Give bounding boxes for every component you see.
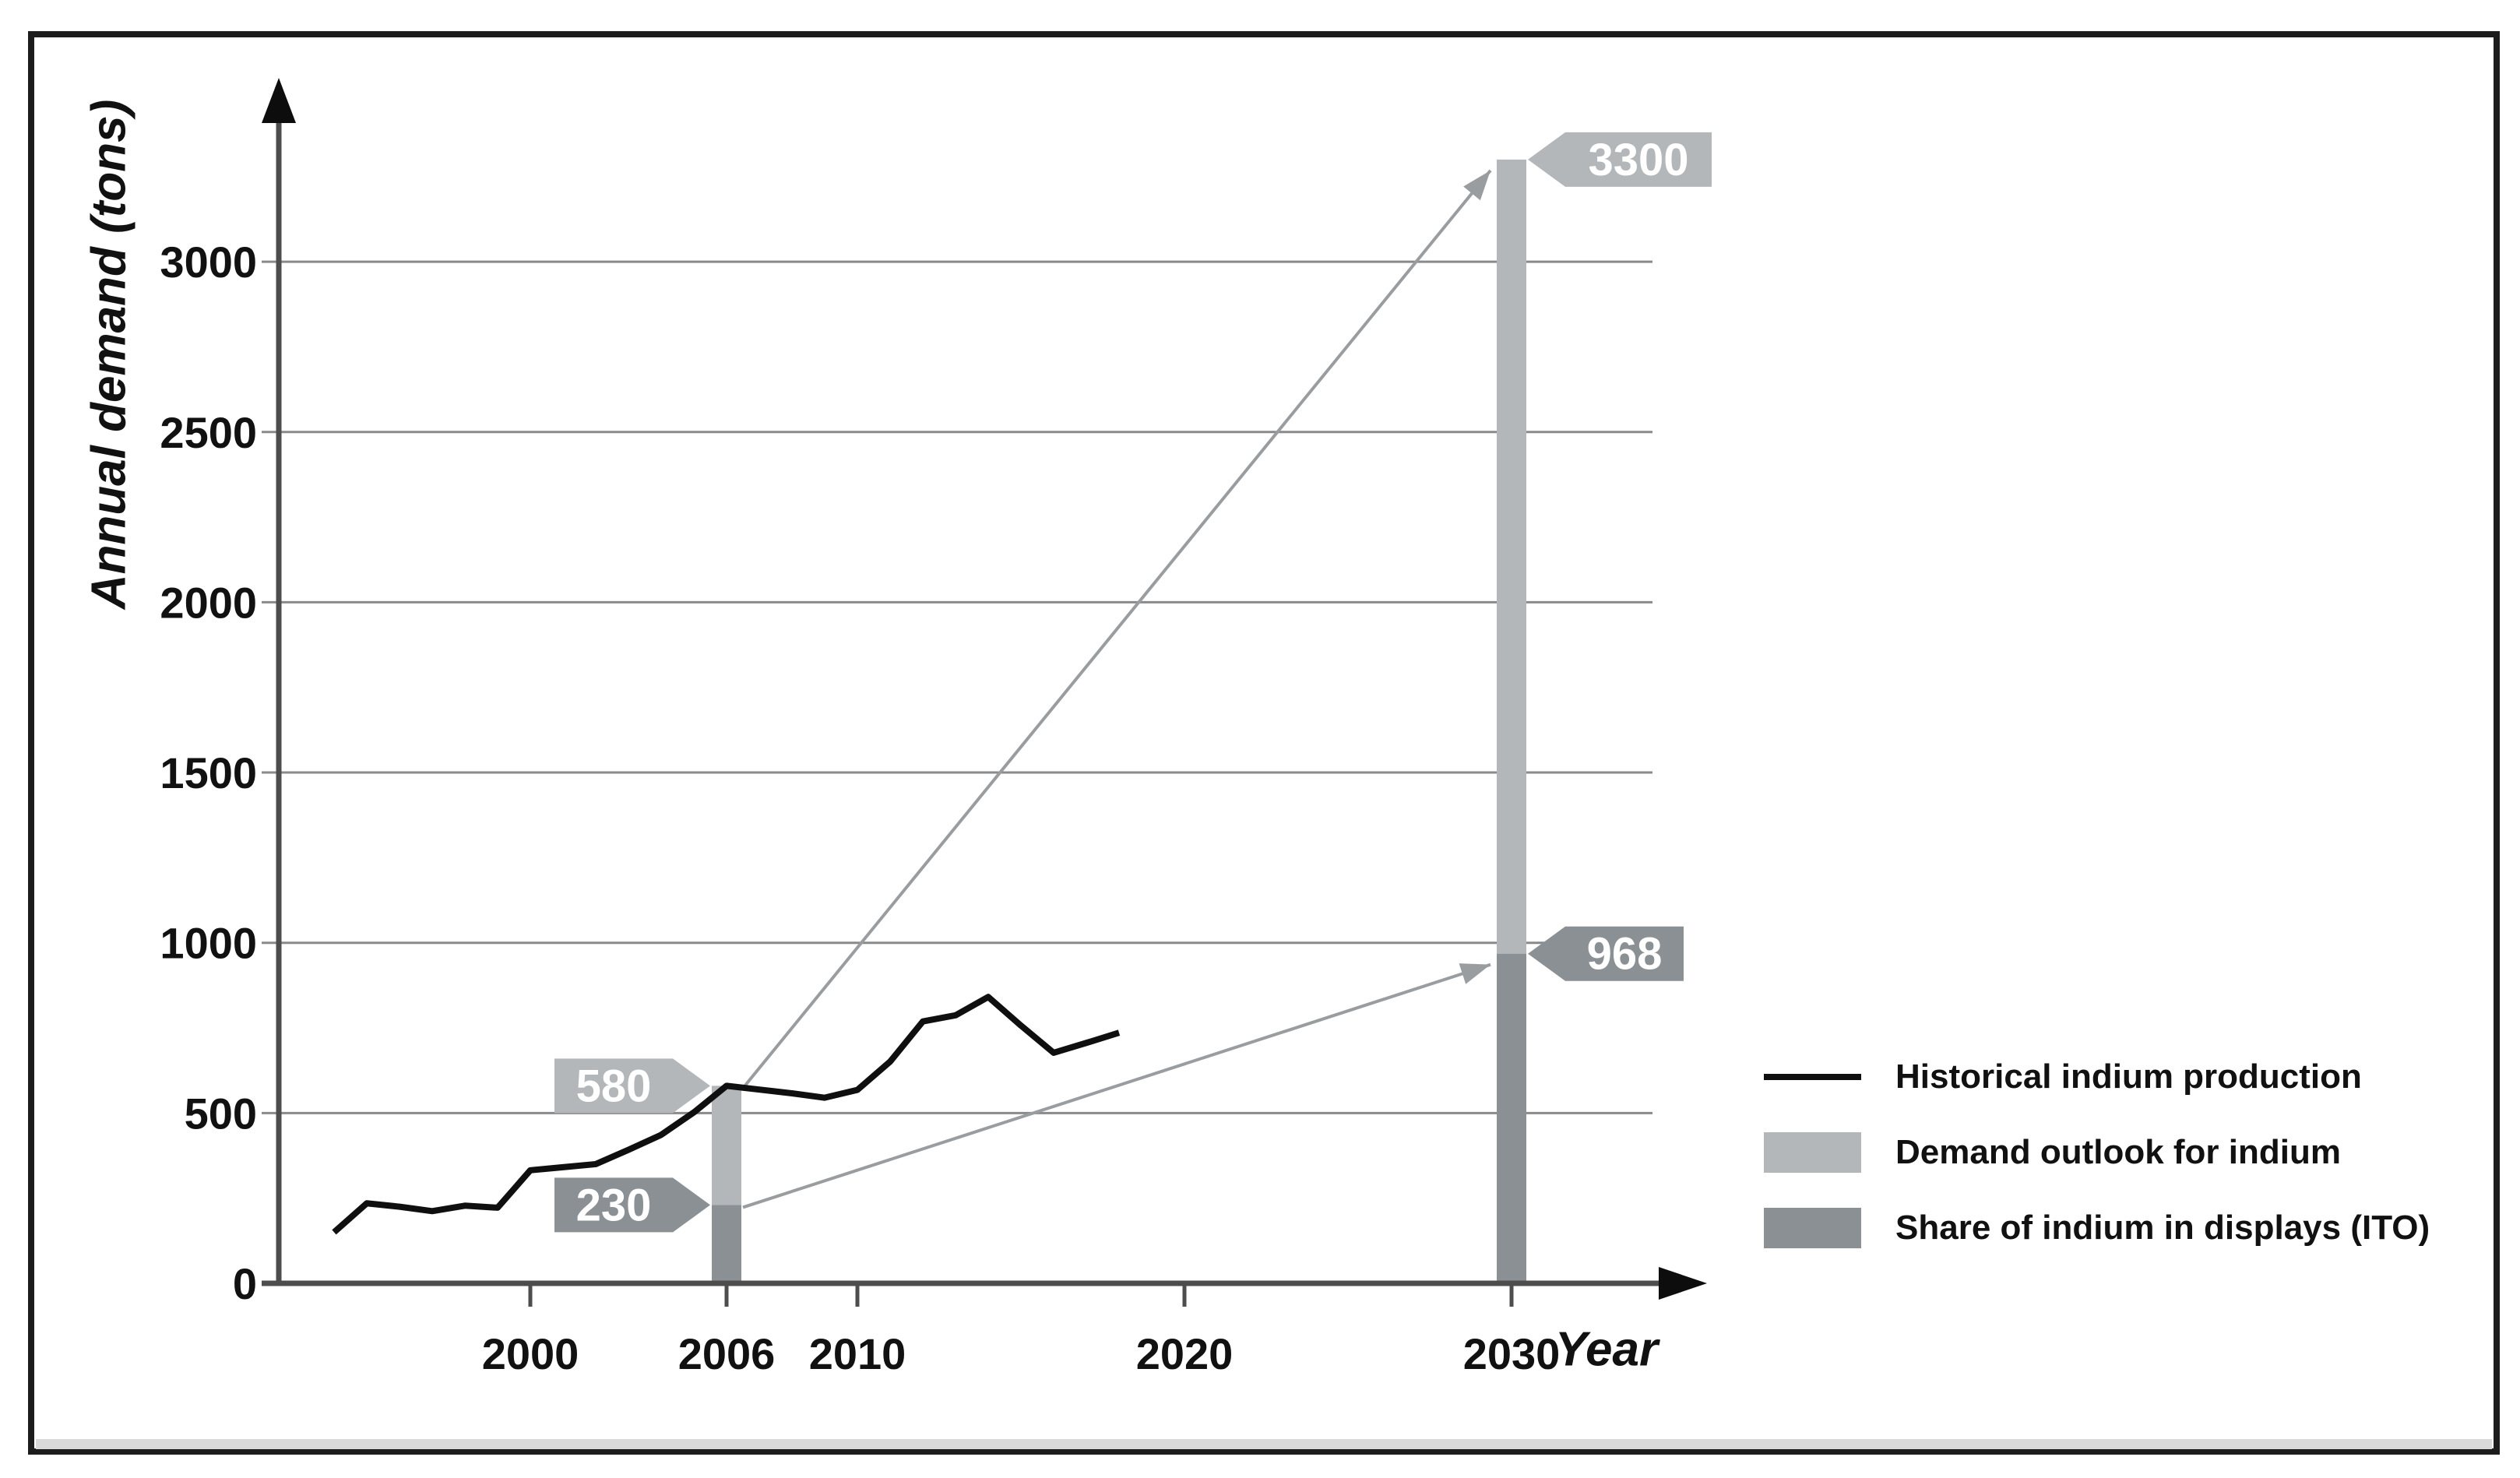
- value-badge-label: 3300: [1588, 135, 1688, 185]
- historical-production-line: [332, 994, 1121, 1235]
- figure-border: [28, 31, 2500, 1455]
- x-axis-arrowhead-icon: [1659, 1267, 1707, 1300]
- projection-arrowhead-icon: [1459, 963, 1491, 984]
- x-axis-title: Year: [1554, 1322, 1659, 1377]
- ito-share-bar-2006: [712, 1205, 741, 1283]
- legend-item-ito-share: Share of indium in displays (ITO): [1764, 1201, 2430, 1255]
- legend-label: Share of indium in displays (ITO): [1895, 1209, 2430, 1247]
- x-tick-label: 2000: [482, 1329, 579, 1378]
- projection-arrowhead-icon: [1463, 170, 1491, 201]
- value-badge-3300: [1528, 132, 1712, 187]
- legend-swatch-demand: [1764, 1132, 1861, 1173]
- y-tick-label: 2000: [160, 578, 257, 627]
- legend-swatch-line: [1764, 1074, 1861, 1080]
- y-tick-label: 1500: [160, 748, 257, 797]
- y-tick-label: 1000: [160, 919, 257, 968]
- value-badge-580: [554, 1058, 710, 1114]
- value-badge-230: [554, 1177, 710, 1233]
- value-badge-968: [1528, 926, 1684, 981]
- value-badge-label: 580: [576, 1061, 652, 1111]
- demand-outlook-bar-2030: [1497, 159, 1526, 954]
- value-badge-label: 968: [1587, 929, 1663, 980]
- ito-share-bar-2030: [1497, 953, 1526, 1283]
- legend-item-historical: Historical indium production: [1764, 1050, 2362, 1104]
- x-tick-label: 2020: [1136, 1329, 1234, 1378]
- y-axis-title: Annual demand (tons): [82, 99, 136, 610]
- legend-item-demand-outlook: Demand outlook for indium: [1764, 1125, 2341, 1180]
- value-badge-label: 230: [576, 1180, 652, 1230]
- x-tick-label: 2030: [1463, 1329, 1561, 1378]
- bottom-strip: [36, 1439, 2492, 1449]
- x-tick-label: 2006: [678, 1329, 776, 1378]
- y-axis-arrowhead-icon: [262, 78, 296, 123]
- projection-arrow: [741, 169, 1492, 1089]
- y-tick-label: 500: [185, 1089, 257, 1138]
- y-tick-label: 2500: [160, 408, 257, 457]
- demand-outlook-bar-2006: [712, 1086, 741, 1205]
- legend-swatch-ito: [1764, 1208, 1861, 1248]
- y-tick-label: 0: [233, 1259, 257, 1308]
- x-tick-label: 2010: [809, 1329, 906, 1378]
- legend-label: Demand outlook for indium: [1895, 1133, 2341, 1171]
- y-tick-label: 3000: [160, 238, 257, 287]
- projection-arrow: [742, 962, 1491, 1209]
- legend-label: Historical indium production: [1895, 1057, 2362, 1096]
